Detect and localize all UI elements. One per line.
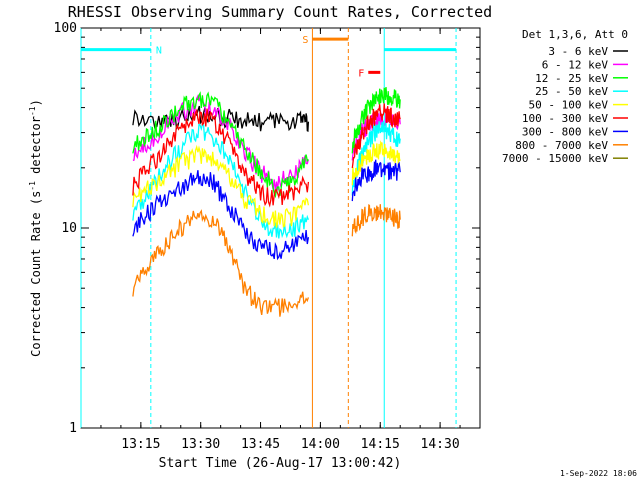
series-2 (132, 86, 401, 199)
series-0 (132, 105, 310, 133)
legend-label-6: 300 - 800 keV (522, 125, 608, 138)
series-7 (132, 203, 401, 317)
series-7-segment-0 (132, 209, 310, 317)
y-tick-label-2: 100 (54, 21, 77, 36)
y-axis-label-end: ) (29, 99, 43, 106)
flag-label-1: S (302, 35, 308, 46)
series-4-segment-1 (351, 140, 401, 186)
flag-label-0: N (156, 46, 162, 57)
series-0-segment-0 (132, 105, 310, 133)
legend-label-0: 3 - 6 keV (548, 45, 608, 58)
series-7-segment-1 (351, 203, 401, 237)
series-2-segment-0 (132, 91, 309, 199)
x-axis-label: Start Time (26-Aug-17 13:00:42) (159, 456, 402, 471)
series-6 (132, 159, 401, 261)
y-axis-label-main: Corrected Count Rate (s (29, 191, 43, 357)
series-6-segment-1 (351, 159, 401, 202)
legend-label-1: 6 - 12 keV (542, 58, 609, 71)
x-tick-label-0: 13:15 (121, 437, 160, 452)
y-axis-label-sup1: -1 (28, 181, 37, 191)
axis-layer: 13:15 13:30 13:45 14:00 14:15 14:30 1 10 100 (54, 21, 480, 452)
series-4 (132, 140, 401, 228)
series-3-segment-0 (132, 122, 310, 239)
y-axis-label: Corrected Count Rate (s-1 detector-1) (28, 99, 43, 357)
legend-label-8: 7000 - 15000 keV (502, 152, 608, 165)
x-tick-label-3: 14:00 (301, 437, 340, 452)
x-tick-label-1: 13:30 (181, 437, 220, 452)
series-layer (132, 86, 401, 317)
series-5-segment-1 (351, 103, 401, 168)
series-4-segment-0 (132, 144, 310, 228)
series-6-segment-0 (132, 170, 310, 261)
x-tick-label-5: 14:30 (421, 437, 460, 452)
legend-label-3: 25 - 50 keV (535, 85, 608, 98)
legend-header: Det 1,3,6, Att 0 (522, 28, 628, 41)
series-2-segment-1 (351, 86, 401, 154)
y-axis-label-mid: detector (29, 116, 43, 181)
y-axis-label-sup2: -1 (28, 106, 37, 116)
series-1-segment-0 (132, 94, 310, 191)
series-5 (132, 103, 401, 208)
legend-label-7: 800 - 7000 keV (515, 139, 608, 152)
generation-timestamp: 1-Sep-2022 18:06 (560, 469, 637, 478)
y-tick-label-1: 10 (61, 221, 77, 236)
chart-title: RHESSI Observing Summary Count Rates, Co… (68, 3, 492, 21)
plot-frame (80, 27, 481, 429)
legend-label-2: 12 - 25 keV (535, 72, 608, 85)
flag-label-2: F (358, 68, 364, 79)
x-tick-label-2: 13:45 (241, 437, 280, 452)
legend-label-4: 50 - 100 keV (529, 99, 609, 112)
series-5-segment-0 (132, 108, 310, 208)
y-tick-label-0: 1 (69, 421, 77, 436)
legend-label-5: 100 - 300 keV (522, 112, 608, 125)
flags-layer: N S F (80, 28, 457, 428)
x-tick-label-4: 14:15 (361, 437, 400, 452)
